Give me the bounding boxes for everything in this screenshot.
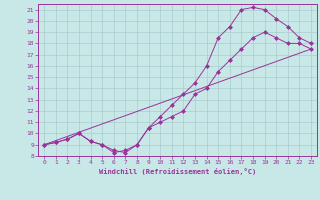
X-axis label: Windchill (Refroidissement éolien,°C): Windchill (Refroidissement éolien,°C) — [99, 168, 256, 175]
